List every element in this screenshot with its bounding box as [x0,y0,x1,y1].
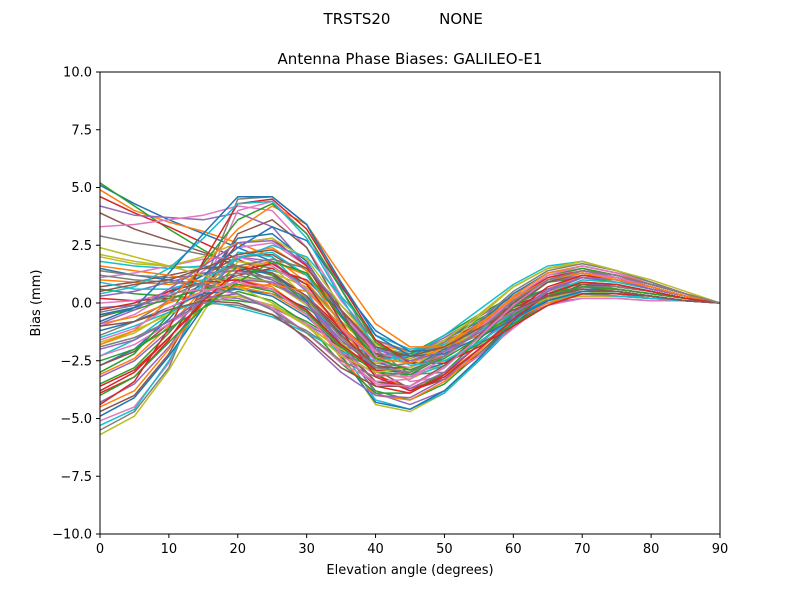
suptitle-right: NONE [439,10,483,28]
x-tick-label: 0 [96,542,104,557]
series-line-66 [99,249,721,357]
y-tick-label: −5.0 [60,412,92,427]
x-tick-label: 10 [161,542,178,557]
x-axis-ticks: 0 10 20 30 40 50 60 70 80 90 [96,534,728,557]
x-tick-label: 50 [436,542,453,557]
x-tick-label: 20 [230,542,247,557]
y-tick-label: −2.5 [60,354,92,369]
y-tick-label: 0.0 [71,297,92,312]
y-tick-label: −7.5 [60,470,92,485]
x-tick-label: 40 [367,542,384,557]
x-tick-label: 80 [643,542,660,557]
x-tick-label: 60 [505,542,522,557]
y-tick-label: 10.0 [63,66,92,81]
suptitle-left: TRSTS20 [323,10,391,28]
series-line-63 [99,260,721,371]
x-tick-label: 90 [712,542,729,557]
series-line-59 [99,246,721,374]
y-tick-label: −10.0 [52,528,92,543]
series-line-57 [99,265,721,383]
series-layer [99,182,721,436]
y-axis-ticks: 10.0 7.5 5.0 2.5 0.0 −2.5 −5.0 −7.5 −10.0 [52,66,100,543]
y-axis-label: Bias (mm) [29,270,44,337]
y-tick-label: 7.5 [71,123,92,138]
x-axis-label: Elevation angle (degrees) [326,563,493,578]
y-tick-label: 2.5 [71,239,92,254]
chart-title: Antenna Phase Biases: GALILEO-E1 [278,50,543,68]
y-tick-label: 5.0 [71,181,92,196]
x-tick-label: 30 [298,542,315,557]
x-tick-label: 70 [574,542,591,557]
series-line-64 [99,262,721,392]
series-line-68 [99,269,721,374]
